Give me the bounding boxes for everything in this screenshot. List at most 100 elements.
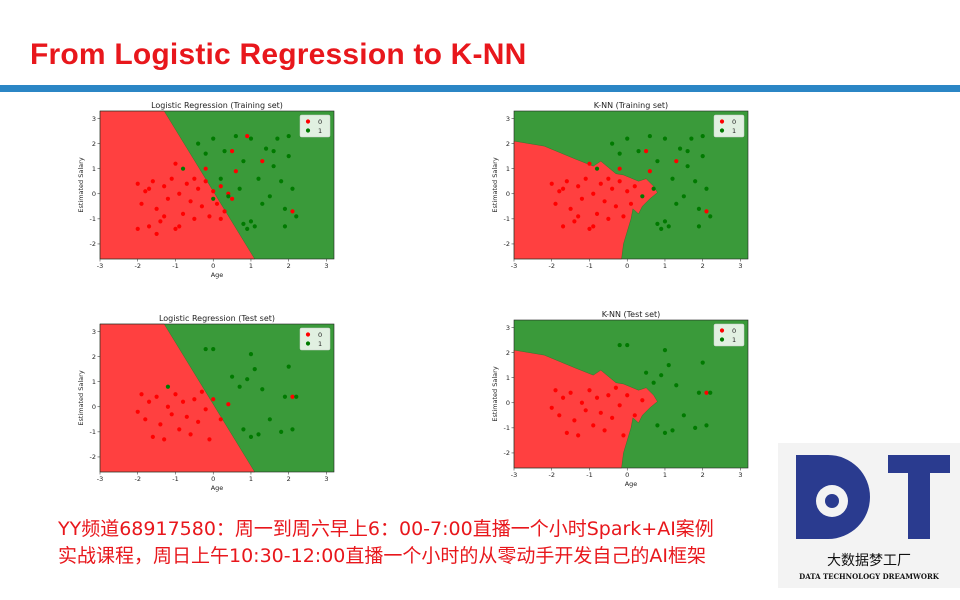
data-point-class-0: [165, 404, 171, 409]
data-point-class-1: [248, 219, 254, 224]
y-tick-label: 1: [92, 165, 96, 173]
data-point-class-0: [192, 176, 197, 181]
data-point-class-0: [169, 176, 174, 181]
data-point-class-0: [606, 176, 611, 181]
data-point-class-1: [700, 154, 705, 159]
data-point-class-0: [143, 189, 148, 194]
data-point-class-1: [241, 221, 246, 226]
data-point-class-0: [139, 201, 144, 206]
data-point-class-1: [674, 383, 679, 388]
data-point-class-0: [154, 206, 159, 211]
data-point-class-0: [587, 388, 592, 393]
x-tick-label: -1: [172, 475, 178, 483]
legend-marker: [305, 332, 311, 337]
data-point-class-0: [625, 393, 630, 398]
data-point-class-0: [632, 184, 637, 189]
data-point-class-1: [248, 352, 254, 357]
legend-marker: [305, 341, 311, 346]
y-tick-label: -2: [504, 240, 510, 248]
data-point-class-0: [647, 169, 652, 174]
data-point-class-1: [180, 166, 186, 171]
data-point-class-0: [207, 437, 212, 442]
data-point-class-1: [708, 390, 713, 395]
data-point-class-1: [248, 434, 254, 439]
data-point-class-0: [192, 216, 197, 221]
data-point-class-1: [226, 194, 231, 199]
data-point-class-1: [651, 380, 656, 385]
data-point-class-0: [674, 159, 679, 164]
data-point-class-1: [165, 384, 171, 389]
x-tick-label: 1: [249, 262, 253, 270]
data-point-class-0: [218, 417, 223, 422]
data-point-class-0: [610, 415, 615, 420]
data-point-class-0: [564, 179, 569, 184]
data-point-class-0: [218, 184, 223, 189]
data-point-class-0: [617, 179, 622, 184]
data-point-class-1: [662, 136, 668, 141]
y-tick-label: -1: [90, 215, 96, 223]
data-point-class-1: [271, 164, 276, 169]
data-point-class-1: [662, 219, 668, 224]
data-point-class-1: [662, 348, 668, 353]
data-point-class-0: [591, 224, 596, 229]
data-point-class-0: [568, 206, 573, 211]
x-tick-label: 2: [701, 262, 705, 270]
data-point-class-0: [203, 179, 208, 184]
data-point-class-0: [184, 181, 189, 186]
data-point-class-1: [203, 151, 208, 156]
x-tick-label: 1: [663, 471, 667, 479]
y-tick-label: 0: [506, 190, 510, 198]
data-point-class-0: [560, 186, 566, 191]
data-point-class-0: [587, 161, 592, 166]
y-tick-label: 3: [92, 115, 96, 123]
data-point-class-1: [260, 201, 265, 206]
data-point-class-0: [598, 181, 603, 186]
data-point-class-0: [625, 189, 630, 194]
legend-box: [299, 114, 331, 138]
data-point-class-1: [693, 179, 698, 184]
data-point-class-0: [602, 428, 607, 433]
data-point-class-0: [184, 414, 189, 419]
data-point-class-0: [553, 388, 558, 393]
data-point-class-1: [237, 384, 242, 389]
data-point-class-1: [263, 146, 269, 151]
data-point-class-0: [229, 196, 235, 201]
data-point-class-1: [670, 176, 675, 181]
legend-marker: [305, 128, 311, 133]
data-point-class-0: [579, 400, 585, 405]
company-logo: 大数据梦工厂 DATA TECHNOLOGY DREAMWORK: [778, 443, 960, 588]
data-point-class-1: [203, 346, 208, 352]
data-point-class-0: [621, 214, 626, 219]
title-divider: [0, 85, 960, 92]
data-point-class-0: [606, 393, 611, 398]
x-tick-label: -3: [97, 475, 103, 483]
data-point-class-0: [613, 385, 619, 390]
data-point-class-1: [640, 194, 645, 199]
data-point-class-0: [211, 397, 216, 402]
data-point-class-0: [704, 390, 709, 395]
data-point-class-0: [173, 161, 178, 166]
y-tick-label: 1: [92, 378, 96, 386]
data-point-class-0: [158, 219, 163, 224]
data-point-class-1: [245, 377, 250, 382]
data-point-class-1: [290, 186, 295, 191]
data-point-class-0: [188, 199, 193, 204]
data-point-class-1: [286, 133, 291, 139]
data-point-class-0: [192, 397, 197, 402]
data-point-class-0: [557, 413, 562, 418]
legend-label: 1: [318, 340, 322, 348]
x-tick-label: 1: [663, 262, 667, 270]
data-point-class-1: [282, 394, 288, 399]
data-point-class-0: [135, 409, 140, 414]
data-point-class-0: [549, 181, 554, 186]
footer-line-1: YY频道68917580：周一到周六早上6：00-7:00直播一个小时Spark…: [58, 518, 714, 540]
y-tick-label: 2: [506, 349, 510, 357]
data-point-class-1: [248, 136, 254, 141]
data-point-class-1: [685, 149, 690, 154]
y-axis-label: Estimated Salary: [491, 366, 499, 421]
data-point-class-1: [267, 417, 272, 422]
y-tick-label: -1: [504, 424, 510, 432]
data-point-class-1: [677, 146, 683, 151]
data-point-class-0: [150, 434, 155, 439]
